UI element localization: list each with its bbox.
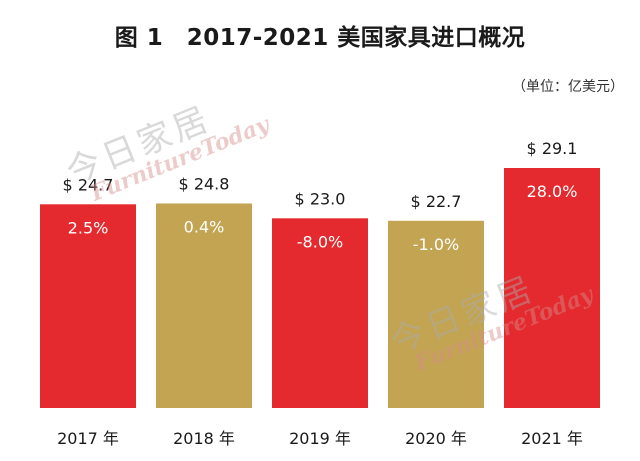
growth-label-1: 0.4% (184, 217, 225, 236)
value-label-0: $ 24.7 (63, 175, 114, 194)
growth-label-0: 2.5% (68, 218, 109, 237)
category-label-3: 2020 年 (405, 429, 467, 448)
bar-1 (156, 203, 252, 408)
category-label-4: 2021 年 (521, 429, 583, 448)
category-label-1: 2018 年 (173, 429, 235, 448)
value-label-3: $ 22.7 (411, 192, 462, 211)
bar-2 (272, 218, 368, 408)
bar-3 (388, 220, 484, 408)
category-label-0: 2017 年 (57, 429, 119, 448)
chart-title: 图 1 2017-2021 美国家具进口概况 (114, 25, 526, 51)
value-label-4: $ 29.1 (527, 139, 578, 158)
growth-label-2: -8.0% (297, 232, 343, 251)
bar-4 (504, 168, 600, 408)
growth-label-4: 28.0% (527, 182, 578, 201)
value-label-2: $ 23.0 (295, 189, 346, 208)
value-label-1: $ 24.8 (179, 174, 230, 193)
bar-0 (40, 204, 136, 408)
unit-note: （单位：亿美元） (512, 79, 624, 95)
category-label-2: 2019 年 (289, 429, 351, 448)
growth-label-3: -1.0% (413, 235, 459, 254)
